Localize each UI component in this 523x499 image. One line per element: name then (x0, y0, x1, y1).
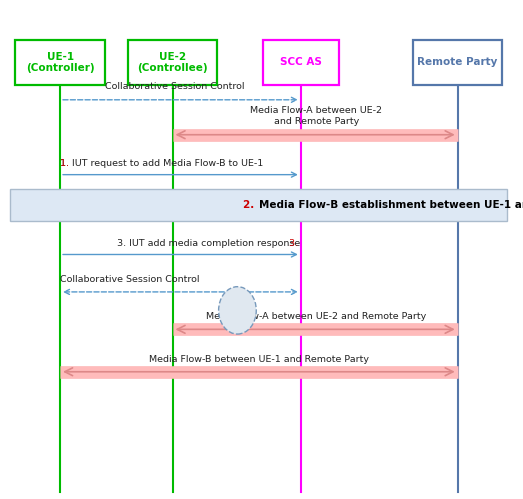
Text: UE-1
(Controller): UE-1 (Controller) (26, 51, 95, 73)
FancyBboxPatch shape (263, 40, 339, 85)
Text: Media Flow-A between UE-2
and Remote Party: Media Flow-A between UE-2 and Remote Par… (251, 106, 382, 126)
Text: Collaborative Session Control: Collaborative Session Control (106, 82, 245, 91)
FancyBboxPatch shape (413, 40, 502, 85)
Text: Remote Party: Remote Party (417, 57, 498, 67)
FancyBboxPatch shape (16, 40, 105, 85)
Text: 2.: 2. (244, 200, 258, 210)
Text: UE-2
(Controllee): UE-2 (Controllee) (137, 51, 208, 73)
Text: Media Flow-B establishment between UE-1 and remote party: Media Flow-B establishment between UE-1 … (259, 200, 523, 210)
Text: Collaborative Session Control: Collaborative Session Control (60, 275, 200, 284)
Text: SCC AS: SCC AS (280, 57, 322, 67)
FancyBboxPatch shape (10, 189, 507, 221)
Text: 1. IUT request to add Media Flow-B to UE-1: 1. IUT request to add Media Flow-B to UE… (60, 159, 264, 168)
Text: 3.: 3. (289, 239, 301, 248)
FancyBboxPatch shape (128, 40, 218, 85)
Text: Media Flow-B between UE-1 and Remote Party: Media Flow-B between UE-1 and Remote Par… (149, 355, 369, 364)
Text: 3. IUT add media completion response: 3. IUT add media completion response (118, 239, 301, 248)
Text: 1.: 1. (60, 159, 72, 168)
Text: Media Flow-A between UE-2 and Remote Party: Media Flow-A between UE-2 and Remote Par… (206, 312, 427, 321)
Ellipse shape (219, 286, 256, 334)
